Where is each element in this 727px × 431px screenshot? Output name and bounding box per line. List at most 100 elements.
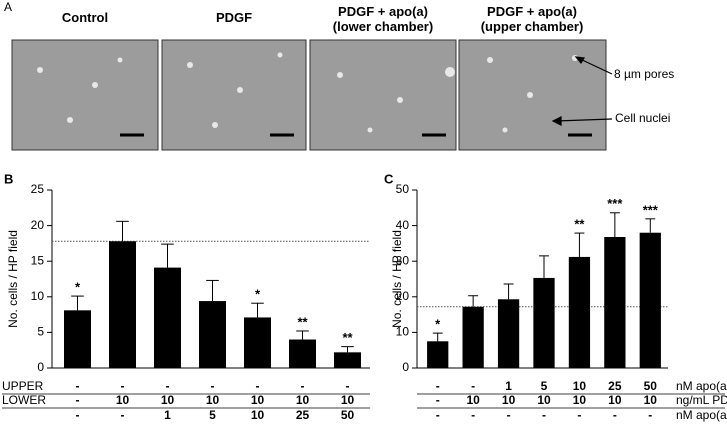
condition-value: 25 (608, 379, 622, 393)
micrograph (11, 39, 159, 151)
condition-value: 1 (505, 379, 512, 393)
error-bar (116, 220, 129, 242)
condition-value: 1 (164, 408, 171, 422)
condition-value: - (436, 408, 440, 422)
error-bar (341, 346, 354, 353)
y-tick-label: 40 (396, 218, 410, 232)
error-bar (503, 283, 514, 300)
significance: *** (643, 202, 659, 217)
significance: ** (574, 217, 585, 232)
error-bar (251, 302, 264, 318)
condition-value: 10 (116, 393, 130, 407)
bar (604, 236, 626, 368)
y-tick-label: 20 (396, 289, 410, 303)
bar (462, 306, 484, 368)
significance: * (75, 280, 81, 295)
image-title: Control (62, 10, 108, 25)
error-bar (468, 295, 479, 307)
y-axis-label: No. cells / HP field (6, 230, 20, 328)
row-label: LOWER (2, 393, 46, 407)
condition-value: 10 (537, 393, 551, 407)
micrograph (309, 39, 457, 151)
significance: *** (607, 196, 623, 211)
bar (639, 232, 661, 368)
condition-value: 10 (251, 408, 265, 422)
condition-value: - (648, 408, 652, 422)
condition-value: - (507, 408, 511, 422)
error-bar (609, 212, 620, 237)
condition-value: - (613, 408, 617, 422)
condition-value: - (542, 408, 546, 422)
condition-value: 10 (573, 393, 587, 407)
condition-value: - (577, 408, 581, 422)
micrographs (11, 39, 613, 151)
condition-value: 10 (466, 393, 480, 407)
error-bar (645, 218, 656, 233)
annotation: 8 µm pores (614, 67, 674, 81)
row-label: UPPER (2, 379, 44, 393)
panel-label: B (4, 171, 13, 186)
error-bar (574, 232, 585, 257)
condition-value: - (301, 379, 305, 393)
y-tick-label: 5 (37, 325, 44, 339)
condition-value: - (76, 379, 80, 393)
y-tick-label: 30 (396, 253, 410, 267)
y-tick-label: 15 (31, 253, 45, 267)
y-axis-label: No. cells / HP field (390, 230, 404, 328)
condition-value: 10 (608, 393, 622, 407)
y-tick-label: 10 (31, 289, 45, 303)
image-title: PDGF (216, 10, 252, 25)
condition-value: - (256, 379, 260, 393)
condition-value: - (121, 379, 125, 393)
row-label: ng/mL PDGF (676, 393, 727, 407)
panel-label: A (4, 0, 12, 14)
panel-label: C (384, 171, 394, 186)
significance: * (435, 317, 441, 332)
significance: ** (297, 314, 308, 329)
bar (427, 341, 449, 368)
image-title: PDGF + apo(a) (lower chamber) (333, 4, 433, 34)
error-bar (161, 243, 174, 268)
error-bar (539, 255, 549, 278)
y-tick-label: 0 (37, 360, 44, 374)
condition-value: 10 (296, 393, 310, 407)
condition-value: 10 (251, 393, 265, 407)
condition-value: - (211, 379, 215, 393)
y-tick-label: 10 (396, 325, 410, 339)
annotation: Cell nuclei (615, 111, 670, 125)
condition-value: - (76, 393, 80, 407)
bar (289, 339, 316, 368)
y-tick-label: 25 (31, 182, 45, 196)
y-tick-label: 50 (396, 182, 410, 196)
micrograph (161, 39, 307, 151)
bar (334, 352, 361, 368)
condition-value: 50 (644, 379, 658, 393)
significance: * (255, 287, 261, 302)
condition-value: 10 (644, 393, 658, 407)
condition-value: 25 (296, 408, 310, 422)
bar (64, 310, 91, 368)
condition-value: - (471, 408, 475, 422)
condition-value: 10 (161, 393, 175, 407)
image-title: PDGF + apo(a) (upper chamber) (481, 4, 584, 34)
bar (154, 267, 181, 368)
condition-value: 10 (341, 393, 355, 407)
condition-value: 5 (209, 408, 216, 422)
error-bar (296, 330, 309, 340)
row-label: nM apo(a) (676, 379, 727, 393)
condition-value: 10 (573, 379, 587, 393)
condition-value: - (436, 379, 440, 393)
condition-value: - (436, 393, 440, 407)
error-bar (206, 279, 219, 302)
y-tick-label: 20 (31, 218, 45, 232)
condition-value: - (166, 379, 170, 393)
bar (109, 241, 136, 368)
bar (533, 277, 555, 368)
bar (199, 301, 226, 368)
error-bar (71, 295, 84, 311)
condition-value: 10 (206, 393, 220, 407)
bar (568, 256, 591, 368)
condition-value: 5 (541, 379, 548, 393)
y-tick-label: 0 (402, 360, 409, 374)
